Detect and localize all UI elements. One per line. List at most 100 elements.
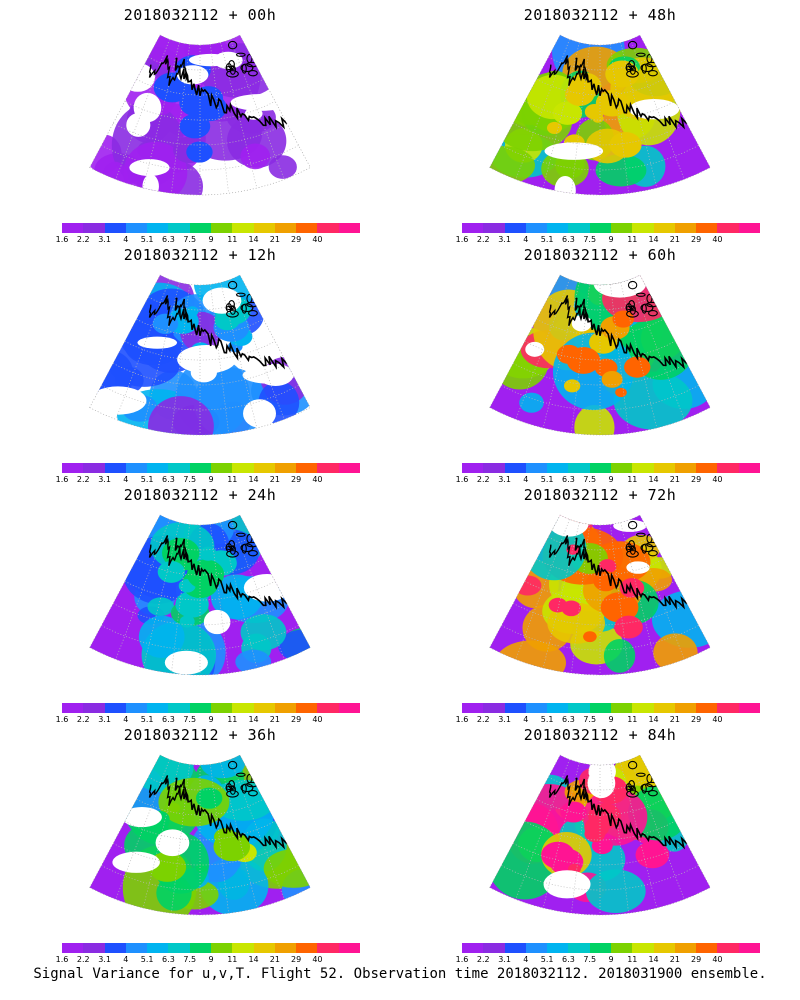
colorbar-label: 1.6 xyxy=(455,235,469,244)
panel-title: 2018032112 + 36h xyxy=(123,726,277,744)
variance-blob xyxy=(613,371,693,430)
colorbar-label: 40 xyxy=(712,235,723,244)
island-outline xyxy=(241,543,247,554)
colorbar-swatch xyxy=(568,703,590,713)
colorbar-label: 7.5 xyxy=(183,955,197,964)
island-outline xyxy=(648,70,658,77)
colorbar-swatch xyxy=(168,463,190,473)
coastline xyxy=(148,295,189,326)
map-boundary xyxy=(489,274,711,436)
island-outline xyxy=(229,545,236,555)
colorbar-label: 40 xyxy=(312,235,323,244)
data-gap xyxy=(164,650,208,675)
island-outline xyxy=(646,533,653,544)
colorbar-label: 21 xyxy=(269,715,280,724)
latitude-line xyxy=(536,318,664,336)
latitude-line xyxy=(524,100,676,121)
data-gap xyxy=(129,159,170,177)
island-outline xyxy=(228,300,235,310)
variance-core xyxy=(179,113,211,139)
latitude-line xyxy=(501,145,699,171)
colorbar-swatch xyxy=(525,223,548,233)
data-gap xyxy=(190,362,217,383)
island-outline xyxy=(627,520,638,530)
panel-title: 2018032112 + 12h xyxy=(123,246,277,264)
data-gap xyxy=(588,758,616,785)
colorbar-label: 3.1 xyxy=(98,955,111,964)
island-outline xyxy=(255,528,264,534)
coastline xyxy=(548,535,589,566)
variance-blob xyxy=(489,146,536,185)
latitude-line xyxy=(101,865,299,891)
colorbar-swatch xyxy=(317,223,339,233)
colorbar-swatch xyxy=(462,943,484,953)
latitude-line xyxy=(124,100,276,121)
variance-blob xyxy=(147,597,175,617)
variance-core xyxy=(610,604,625,617)
colorbar-label: 9 xyxy=(208,715,214,724)
colorbar-label: 4 xyxy=(123,715,129,724)
colorbar-label: 7.5 xyxy=(183,715,197,724)
colorbar-swatch xyxy=(317,463,339,473)
colorbar-label: 3.1 xyxy=(98,475,111,484)
island-outline xyxy=(626,550,639,558)
colorbar-swatch xyxy=(525,943,548,953)
island-outline xyxy=(628,300,635,310)
island-outline xyxy=(228,540,235,550)
colorbar-label: 14 xyxy=(648,715,659,724)
data-gap xyxy=(243,399,276,428)
colorbar-label: 7.5 xyxy=(583,475,597,484)
colorbar xyxy=(62,943,360,953)
island-outline xyxy=(259,527,269,534)
data-gap xyxy=(544,142,604,160)
variance-blob xyxy=(519,392,544,413)
colorbar-label: 6.3 xyxy=(162,475,175,484)
data-gap xyxy=(121,806,162,828)
map-boundary xyxy=(89,274,311,436)
map-panel: 2018032112 + 00h 1.6 2.2 3.1 4 5.1 6.3 7.5 9 11 14… xyxy=(0,0,400,244)
colorbar-swatch xyxy=(696,943,718,953)
colorbar-label: 3.1 xyxy=(498,235,511,244)
latitude-line xyxy=(524,580,676,601)
colorbar-swatch xyxy=(338,703,360,713)
latitude-line xyxy=(148,536,252,551)
island-outline xyxy=(229,305,236,315)
latitude-line xyxy=(124,340,276,361)
colorbar-swatch xyxy=(147,703,169,713)
colorbar-swatch xyxy=(189,223,211,233)
colorbar-label: 9 xyxy=(608,955,614,964)
data-gap xyxy=(554,175,576,195)
latitude-line xyxy=(101,385,299,411)
island-outline xyxy=(655,528,664,534)
latitude-line xyxy=(101,145,299,171)
colorbar-swatch xyxy=(462,223,484,233)
coastline xyxy=(148,55,189,86)
panel-title: 2018032112 + 00h xyxy=(123,6,277,24)
colorbar-label: 21 xyxy=(669,955,680,964)
colorbar-labels: 1.6 2.2 3.1 4 5.1 6.3 7.5 9 11 14 21 29 40 xyxy=(56,955,360,965)
island-outline xyxy=(248,70,258,77)
variance-core xyxy=(548,597,568,613)
colorbar-swatch xyxy=(253,223,275,233)
colorbar-swatch xyxy=(125,223,148,233)
colorbar xyxy=(62,703,360,713)
colorbar-swatch xyxy=(168,223,190,233)
island-outline xyxy=(246,533,253,544)
colorbar-swatch xyxy=(632,943,654,953)
variance-blob xyxy=(147,396,214,435)
panel-title: 2018032112 + 84h xyxy=(523,726,677,744)
island-outline xyxy=(659,527,669,534)
colorbar-swatch xyxy=(653,943,675,953)
colorbar-swatch xyxy=(568,943,590,953)
island-outline xyxy=(259,287,269,294)
colorbar-swatch xyxy=(210,703,233,713)
variance-blob xyxy=(514,575,542,596)
data-gap xyxy=(613,519,647,532)
colorbar xyxy=(62,223,360,233)
island-outline xyxy=(655,288,664,294)
island-outline xyxy=(246,53,253,64)
island-outline xyxy=(240,303,254,313)
island-outline xyxy=(648,310,658,317)
data-gap xyxy=(213,51,243,70)
variance-blob xyxy=(495,640,567,675)
